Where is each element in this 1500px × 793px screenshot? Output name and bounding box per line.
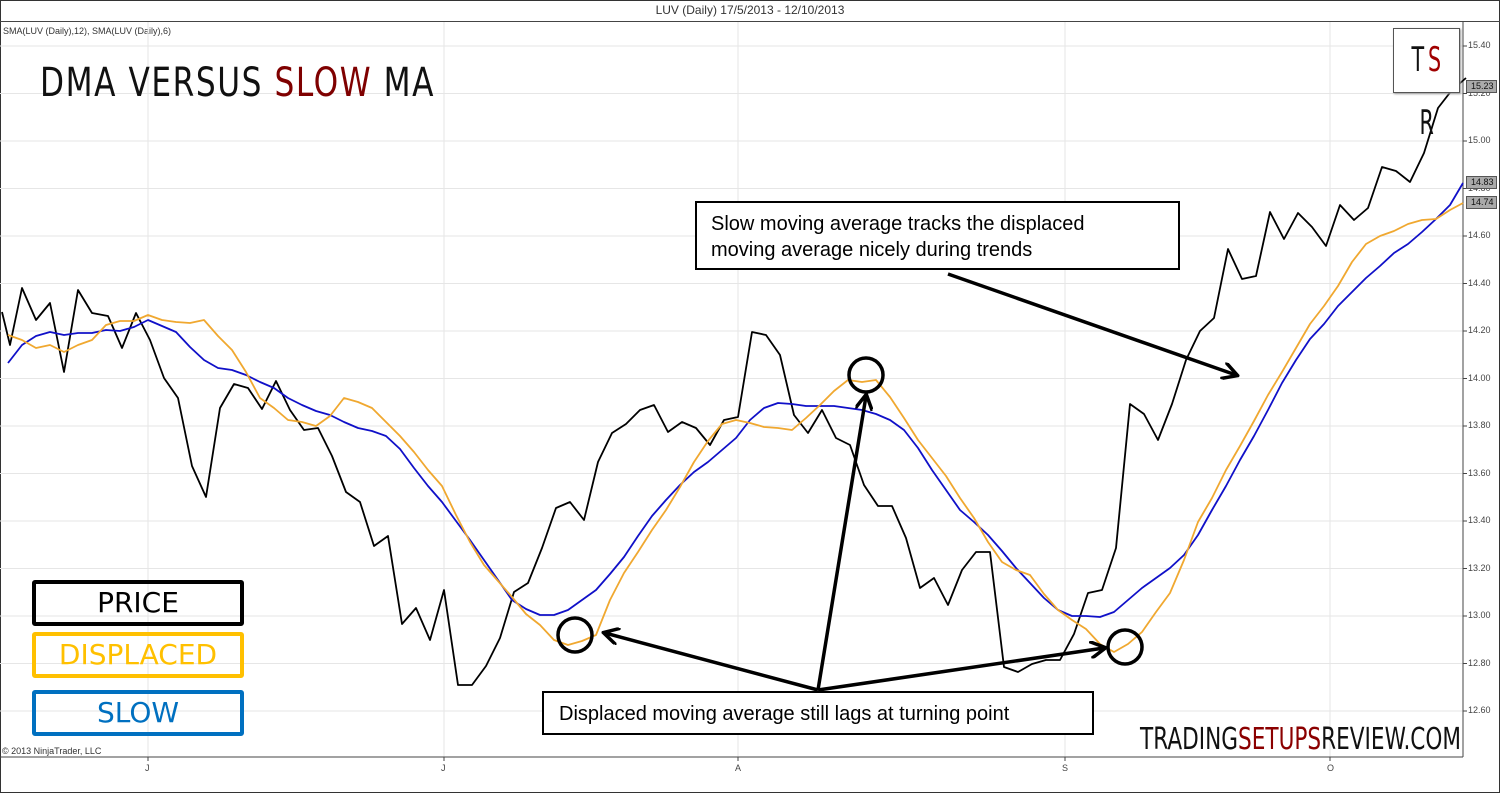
brand-part-2: SETUPS bbox=[1238, 722, 1322, 757]
legend-price: PRICE bbox=[32, 580, 244, 626]
grid-lines bbox=[0, 45, 1463, 712]
legend-displaced: DISPLACED bbox=[32, 632, 244, 678]
trend-annotation-line-2: moving average nicely during trends bbox=[711, 239, 1033, 261]
legend-displaced-label: DISPLACED bbox=[58, 638, 218, 671]
y-tick-label: 13.20 bbox=[1468, 562, 1491, 573]
tsr-logo: T SR bbox=[1393, 28, 1460, 143]
slow-ma-line bbox=[7, 182, 1464, 618]
y-tick-label: 12.80 bbox=[1468, 657, 1491, 668]
displaced-ma-line bbox=[7, 202, 1464, 653]
indicator-label: SMA(LUV (Daily),12), SMA(LUV (Daily),6) bbox=[3, 26, 172, 36]
x-tick-label: A bbox=[735, 763, 742, 773]
last-displaced-tag: 14.74 bbox=[1466, 196, 1497, 209]
annotation-arrow-right bbox=[817, 648, 1104, 692]
y-tick-label: 13.40 bbox=[1468, 515, 1491, 525]
y-tick-label: 15.00 bbox=[1468, 135, 1491, 145]
vertical-grid-lines bbox=[147, 22, 1331, 757]
legend-slow: SLOW bbox=[32, 690, 244, 736]
trend-annotation-line-1: Slow moving average tracks the displaced bbox=[711, 213, 1085, 235]
y-tick-label: 14.20 bbox=[1468, 325, 1491, 335]
trend-annotation-box: Slow moving average tracks the displaced… bbox=[695, 201, 1180, 270]
headline-highlight: SLOW bbox=[274, 60, 373, 106]
turning-point-circle-2 bbox=[847, 356, 885, 394]
y-tick-label: 14.40 bbox=[1468, 277, 1491, 288]
legend-price-label: PRICE bbox=[97, 586, 179, 619]
x-tick-label: J bbox=[441, 763, 446, 773]
lag-annotation-box: Displaced moving average still lags at t… bbox=[542, 691, 1094, 735]
x-tick-label: J bbox=[145, 763, 150, 773]
logo-s: S bbox=[1428, 40, 1442, 80]
turning-point-circle-1 bbox=[556, 616, 594, 654]
turning-point-circle-3 bbox=[1106, 628, 1144, 666]
last-price-tag: 15.23 bbox=[1466, 80, 1497, 93]
price-line bbox=[1, 77, 1467, 686]
title-divider bbox=[0, 21, 1500, 22]
headline: DMA VERSUS SLOW MA bbox=[40, 60, 435, 106]
brand-part-1: TRADING bbox=[1140, 722, 1239, 757]
lag-annotation-text: Displaced moving average still lags at t… bbox=[559, 703, 1010, 725]
y-axis-ticks bbox=[1463, 45, 1467, 712]
y-tick-label: 13.80 bbox=[1468, 420, 1491, 430]
brand-watermark: TRADINGSETUPSREVIEW.COM bbox=[1140, 722, 1461, 757]
y-tick-label: 13.00 bbox=[1468, 610, 1491, 620]
chart-title: LUV (Daily) 17/5/2013 - 12/10/2013 bbox=[655, 3, 845, 17]
headline-part-3: MA bbox=[372, 60, 436, 106]
y-tick-label: 12.60 bbox=[1468, 705, 1491, 715]
copyright-notice: © 2013 NinjaTrader, LLC bbox=[2, 746, 102, 756]
y-tick-label: 15.40 bbox=[1468, 40, 1491, 50]
y-tick-label: 13.60 bbox=[1468, 467, 1491, 478]
y-tick-label: 14.60 bbox=[1468, 230, 1491, 240]
logo-t: T bbox=[1411, 40, 1425, 80]
x-axis-ticks bbox=[147, 757, 1331, 761]
last-slow-tag: 14.83 bbox=[1466, 176, 1497, 189]
legend-slow-label: SLOW bbox=[96, 696, 180, 729]
annotation-arrow-trend bbox=[947, 272, 1236, 375]
annotation-arrow-middle bbox=[816, 396, 866, 691]
logo-r: R bbox=[1419, 103, 1434, 143]
brand-part-3: REVIEW.COM bbox=[1321, 722, 1462, 757]
x-tick-label: S bbox=[1062, 763, 1069, 773]
annotation-arrow-left bbox=[605, 633, 819, 692]
x-tick-label: O bbox=[1327, 763, 1335, 773]
y-tick-label: 14.00 bbox=[1468, 372, 1491, 383]
headline-part-1: DMA VERSUS bbox=[40, 60, 275, 106]
